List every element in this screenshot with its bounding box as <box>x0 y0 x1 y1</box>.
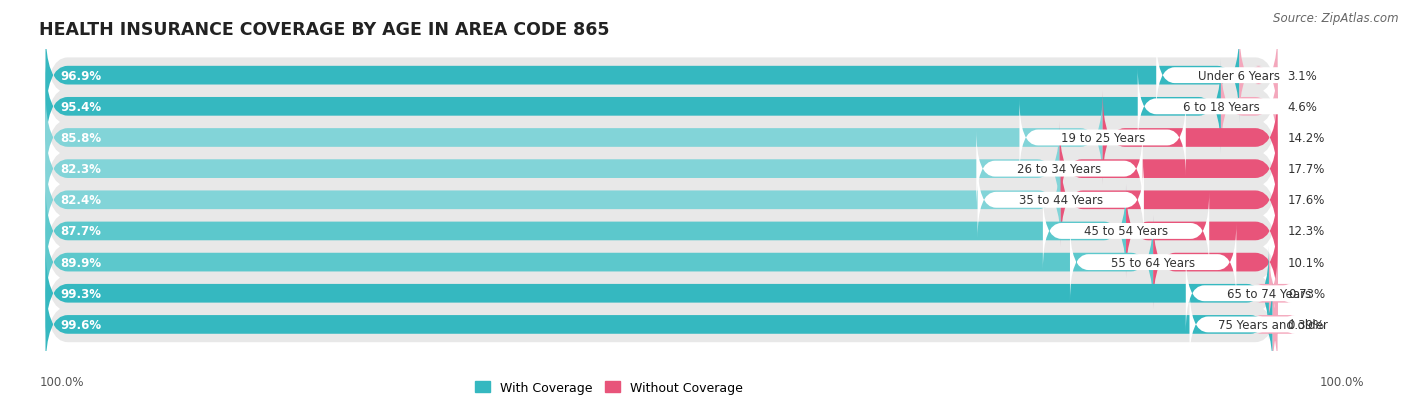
Text: Source: ZipAtlas.com: Source: ZipAtlas.com <box>1274 12 1399 25</box>
FancyBboxPatch shape <box>1189 286 1355 363</box>
Text: Under 6 Years: Under 6 Years <box>1198 69 1281 83</box>
FancyBboxPatch shape <box>977 161 1144 239</box>
Text: 3.1%: 3.1% <box>1288 69 1317 83</box>
FancyBboxPatch shape <box>45 60 1220 154</box>
FancyBboxPatch shape <box>1102 92 1278 185</box>
Text: 100.0%: 100.0% <box>39 375 84 388</box>
FancyBboxPatch shape <box>1239 29 1278 123</box>
FancyBboxPatch shape <box>45 154 1060 247</box>
FancyBboxPatch shape <box>45 278 1272 371</box>
FancyBboxPatch shape <box>45 224 1278 301</box>
FancyBboxPatch shape <box>1185 255 1353 332</box>
FancyBboxPatch shape <box>45 131 1278 207</box>
Text: 6 to 18 Years: 6 to 18 Years <box>1182 101 1260 114</box>
Text: 55 to 64 Years: 55 to 64 Years <box>1111 256 1195 269</box>
FancyBboxPatch shape <box>45 100 1278 176</box>
FancyBboxPatch shape <box>45 38 1278 114</box>
FancyBboxPatch shape <box>45 123 1060 216</box>
FancyBboxPatch shape <box>1156 37 1323 115</box>
FancyBboxPatch shape <box>45 29 1239 123</box>
FancyBboxPatch shape <box>45 92 1102 185</box>
FancyBboxPatch shape <box>45 162 1278 239</box>
Text: 99.3%: 99.3% <box>60 287 101 300</box>
Text: 17.6%: 17.6% <box>1288 194 1324 207</box>
FancyBboxPatch shape <box>45 193 1278 270</box>
FancyBboxPatch shape <box>1153 216 1278 309</box>
Legend: With Coverage, Without Coverage: With Coverage, Without Coverage <box>470 376 748 399</box>
FancyBboxPatch shape <box>1256 278 1295 371</box>
FancyBboxPatch shape <box>1060 123 1278 216</box>
Text: 96.9%: 96.9% <box>60 69 101 83</box>
FancyBboxPatch shape <box>976 131 1143 208</box>
Text: 85.8%: 85.8% <box>60 132 101 145</box>
Text: 10.1%: 10.1% <box>1288 256 1324 269</box>
Text: 0.39%: 0.39% <box>1288 318 1324 331</box>
Text: 75 Years and older: 75 Years and older <box>1218 318 1327 331</box>
FancyBboxPatch shape <box>1043 193 1209 270</box>
Text: HEALTH INSURANCE COVERAGE BY AGE IN AREA CODE 865: HEALTH INSURANCE COVERAGE BY AGE IN AREA… <box>39 21 610 38</box>
FancyBboxPatch shape <box>45 286 1278 363</box>
Text: 82.3%: 82.3% <box>60 163 101 176</box>
FancyBboxPatch shape <box>1220 60 1278 154</box>
FancyBboxPatch shape <box>1060 154 1278 247</box>
Text: 4.6%: 4.6% <box>1288 101 1317 114</box>
Text: 89.9%: 89.9% <box>60 256 101 269</box>
Text: 45 to 54 Years: 45 to 54 Years <box>1084 225 1168 238</box>
Text: 99.6%: 99.6% <box>60 318 101 331</box>
Text: 35 to 44 Years: 35 to 44 Years <box>1019 194 1102 207</box>
Text: 12.3%: 12.3% <box>1288 225 1324 238</box>
FancyBboxPatch shape <box>45 185 1126 278</box>
Text: 0.73%: 0.73% <box>1288 287 1324 300</box>
FancyBboxPatch shape <box>45 255 1278 332</box>
Text: 19 to 25 Years: 19 to 25 Years <box>1060 132 1144 145</box>
Text: 65 to 74 Years: 65 to 74 Years <box>1227 287 1310 300</box>
FancyBboxPatch shape <box>1070 224 1236 301</box>
Text: 100.0%: 100.0% <box>1319 375 1364 388</box>
Text: 26 to 34 Years: 26 to 34 Years <box>1018 163 1102 176</box>
Text: 17.7%: 17.7% <box>1288 163 1324 176</box>
Text: 95.4%: 95.4% <box>60 101 101 114</box>
Text: 87.7%: 87.7% <box>60 225 101 238</box>
FancyBboxPatch shape <box>1137 69 1305 146</box>
FancyBboxPatch shape <box>45 247 1270 340</box>
FancyBboxPatch shape <box>1256 247 1291 340</box>
FancyBboxPatch shape <box>45 216 1153 309</box>
FancyBboxPatch shape <box>45 69 1278 145</box>
FancyBboxPatch shape <box>1126 185 1278 278</box>
FancyBboxPatch shape <box>1019 100 1185 177</box>
Text: 14.2%: 14.2% <box>1288 132 1324 145</box>
Text: 82.4%: 82.4% <box>60 194 101 207</box>
